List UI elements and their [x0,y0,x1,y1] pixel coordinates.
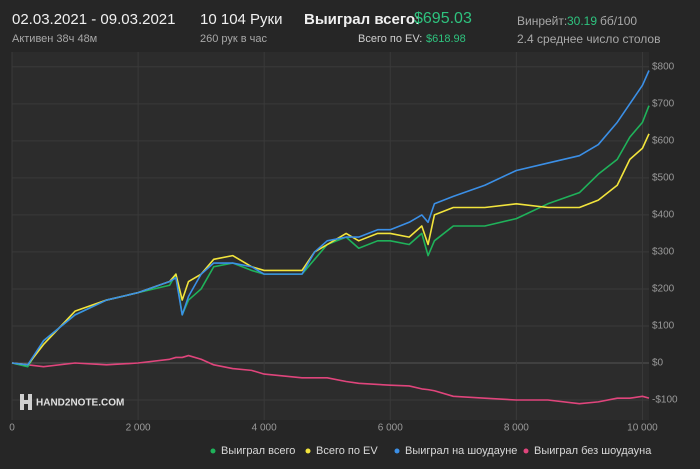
x-tick-label: 6 000 [378,423,403,434]
logo-text: HAND2NOTE.COM [36,398,124,409]
x-tick-label: 2 000 [126,423,151,434]
legend-marker [305,448,311,454]
y-tick-label: $700 [652,98,675,109]
y-tick-label: $400 [652,210,675,221]
avg-tables: 2.4 среднее число столов [517,32,661,46]
hands-per-hour: 260 рук в час [200,33,268,45]
legend-label: Выиграл всего [221,445,295,457]
legend-marker [523,448,529,454]
y-tick-label: $800 [652,61,675,72]
winrate-unit: бб/100 [600,14,638,28]
won-label: Выиграл всего: [304,11,421,28]
y-tick-label: $0 [652,358,664,369]
logo: HAND2NOTE.COM [20,394,124,410]
y-tick-label: $100 [652,321,675,332]
winrate-value: 30.19 [567,14,598,28]
x-tick-label: 0 [9,423,15,434]
series-line [11,354,650,405]
y-tick-label: $600 [652,135,675,146]
y-tick-label: -$100 [652,395,678,406]
y-tick-label: $500 [652,173,675,184]
dates: 02.03.2021 - 09.03.2021 [12,11,176,28]
active-time: Активен 38ч 48м [12,33,98,45]
x-tick-label: 4 000 [252,423,277,434]
y-tick-label: $200 [652,284,675,295]
plot-area [12,52,649,420]
won-value: $695.03 [414,10,472,27]
legend-marker [394,448,400,454]
logo-icon [20,400,32,404]
legend-label: Выиграл на шоудауне [405,445,517,457]
x-tick-label: 10 000 [627,423,658,434]
series-line [11,70,650,366]
ev-label: Всего по EV: [358,33,423,45]
y-tick-label: $300 [652,247,675,258]
legend-label: Всего по EV [316,445,378,457]
ev-value: $618.98 [426,33,466,45]
legend-marker [210,448,216,454]
winrate-label: Винрейт: [517,14,568,28]
x-tick-label: 8 000 [504,423,529,434]
legend-label: Выиграл без шоудауна [534,445,652,457]
hands: 10 104 Руки [200,11,283,28]
